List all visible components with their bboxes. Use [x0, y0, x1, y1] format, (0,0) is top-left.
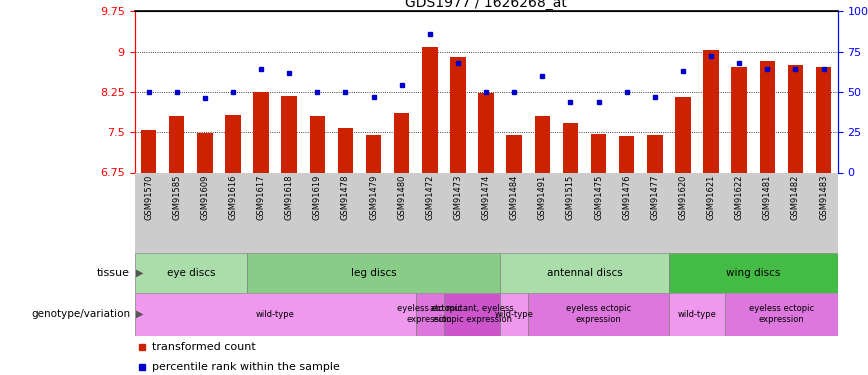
Text: eye discs: eye discs — [167, 268, 215, 278]
Bar — [478, 93, 494, 172]
Bar — [225, 115, 240, 172]
Bar — [529, 292, 669, 336]
Text: GSM91619: GSM91619 — [312, 175, 322, 220]
Text: ▶: ▶ — [136, 309, 144, 319]
Text: GSM91491: GSM91491 — [538, 175, 547, 220]
Text: GSM91483: GSM91483 — [819, 175, 828, 220]
Text: wing discs: wing discs — [726, 268, 780, 278]
Text: eyeless ectopic
expression: eyeless ectopic expression — [749, 304, 814, 324]
Bar — [500, 292, 529, 336]
Bar — [619, 136, 635, 172]
Bar — [591, 134, 607, 172]
Bar — [732, 67, 747, 172]
Bar — [669, 292, 725, 336]
Text: percentile rank within the sample: percentile rank within the sample — [152, 362, 340, 372]
Text: GSM91484: GSM91484 — [510, 175, 519, 220]
Bar — [365, 135, 381, 172]
Text: GSM91479: GSM91479 — [369, 175, 378, 220]
Bar — [394, 113, 410, 172]
Text: antennal discs: antennal discs — [547, 268, 622, 278]
Bar — [787, 65, 803, 172]
Bar — [675, 97, 691, 172]
Text: wild-type: wild-type — [678, 309, 716, 318]
Bar — [725, 292, 838, 336]
Text: GSM91616: GSM91616 — [228, 175, 238, 220]
Bar — [169, 116, 185, 172]
Text: GSM91618: GSM91618 — [285, 175, 293, 220]
Bar — [281, 96, 297, 172]
Text: eyeless ectopic
expression: eyeless ectopic expression — [566, 304, 631, 324]
Bar — [760, 61, 775, 172]
Text: GSM91473: GSM91473 — [453, 175, 463, 220]
Text: genotype/variation: genotype/variation — [31, 309, 130, 319]
Text: wild-type: wild-type — [256, 309, 294, 318]
Bar — [444, 292, 500, 336]
Text: GSM91622: GSM91622 — [734, 175, 744, 220]
Bar — [500, 253, 669, 292]
Text: GSM91476: GSM91476 — [622, 175, 631, 220]
Bar — [310, 116, 326, 172]
Bar — [135, 292, 416, 336]
Bar — [141, 129, 156, 172]
Bar — [562, 123, 578, 172]
Text: GSM91515: GSM91515 — [566, 175, 575, 220]
Bar — [197, 133, 213, 172]
Text: GSM91617: GSM91617 — [257, 175, 266, 220]
Bar — [647, 135, 662, 172]
Text: GSM91477: GSM91477 — [650, 175, 660, 220]
Text: ▶: ▶ — [136, 268, 144, 278]
Text: GSM91480: GSM91480 — [398, 175, 406, 220]
Text: ato mutant, eyeless
ectopic expression: ato mutant, eyeless ectopic expression — [431, 304, 514, 324]
Text: GSM91474: GSM91474 — [482, 175, 490, 220]
Text: leg discs: leg discs — [351, 268, 397, 278]
Bar — [703, 51, 719, 172]
Text: wild-type: wild-type — [495, 309, 534, 318]
Bar — [247, 253, 500, 292]
Text: GSM91475: GSM91475 — [594, 175, 603, 220]
Text: GSM91620: GSM91620 — [679, 175, 687, 220]
Bar — [422, 47, 437, 172]
Text: GSM91472: GSM91472 — [425, 175, 434, 220]
Bar — [816, 67, 832, 172]
Text: GSM91478: GSM91478 — [341, 175, 350, 220]
Bar — [135, 253, 247, 292]
Bar — [338, 128, 353, 172]
Text: eyeless ectopic
expression: eyeless ectopic expression — [398, 304, 463, 324]
Text: tissue: tissue — [97, 268, 130, 278]
Text: GSM91585: GSM91585 — [172, 175, 181, 220]
Bar — [506, 135, 522, 172]
Title: GDS1977 / 1626268_at: GDS1977 / 1626268_at — [405, 0, 567, 10]
Bar — [253, 92, 269, 172]
Text: GSM91482: GSM91482 — [791, 175, 800, 220]
Bar — [535, 116, 550, 172]
Text: GSM91609: GSM91609 — [201, 175, 209, 220]
Text: GSM91481: GSM91481 — [763, 175, 772, 220]
Text: GSM91570: GSM91570 — [144, 175, 153, 220]
Bar — [669, 253, 838, 292]
Bar — [416, 292, 444, 336]
Bar — [450, 57, 466, 172]
Text: GSM91621: GSM91621 — [707, 175, 715, 220]
Text: transformed count: transformed count — [152, 342, 256, 352]
